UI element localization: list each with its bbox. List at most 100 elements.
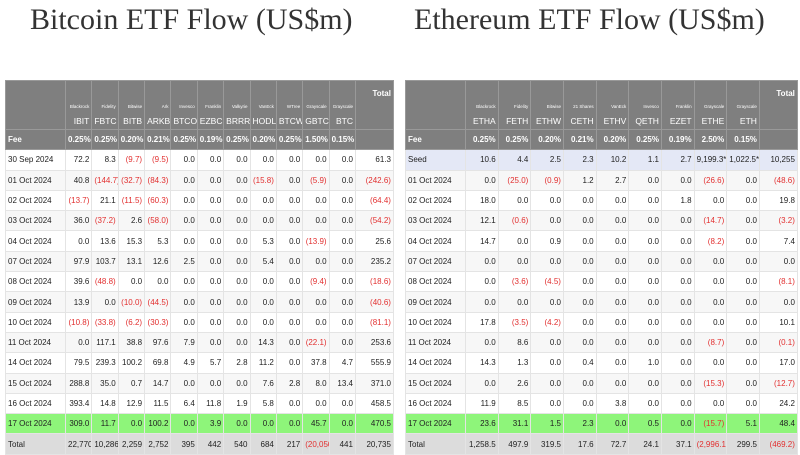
- flow-cell: 0.0: [562, 230, 597, 252]
- flow-cell: 0.0: [223, 250, 251, 273]
- column-header: 21 Shares CETH: [562, 80, 597, 130]
- fee-cell: 0.25%: [170, 128, 198, 151]
- flow-cell: 35.0: [91, 372, 119, 394]
- total-cell: 319.5: [530, 433, 564, 455]
- flow-cell: 0.0: [628, 250, 662, 273]
- flow-cell: 4.9: [170, 352, 198, 374]
- row-label: 30 Sep 2024: [5, 149, 66, 171]
- fee-cell: 0.15%: [328, 128, 356, 151]
- flow-cell: 0.0: [223, 413, 251, 435]
- flow-cell: 11.9: [465, 392, 499, 415]
- flow-cell: 235.2: [354, 250, 394, 273]
- ticker: EZBC: [199, 116, 223, 126]
- flow-cell: 0.0: [170, 372, 198, 394]
- data-row: 07 Oct 2024 0.0 0.0 0.0 0.0 0.0 0.0 0.0 0.0 0.0 0.…: [405, 250, 798, 273]
- row-label: 02 Oct 2024: [5, 189, 66, 212]
- flow-cell: 8.3: [91, 149, 119, 171]
- flow-cell: 100.2: [117, 352, 146, 374]
- total-cell: 72.7: [595, 433, 630, 455]
- flow-cell: 0.0: [196, 372, 225, 394]
- flow-cell: 0.0: [693, 189, 728, 212]
- flow-cell: 0.0: [328, 149, 356, 171]
- flow-cell: (4.2): [530, 311, 564, 333]
- flow-cell: 0.0: [595, 271, 630, 293]
- flow-cell: (48.6): [758, 169, 798, 191]
- flow-cell: 0.0: [249, 210, 277, 232]
- issuer-name: Fidelity: [514, 104, 529, 109]
- row-label: Total: [405, 433, 466, 455]
- flow-cell: 0.0: [328, 189, 356, 212]
- total-cell: (20,050): [302, 433, 330, 455]
- row-label: 10 Oct 2024: [5, 311, 66, 333]
- row-label: 09 Oct 2024: [405, 291, 466, 313]
- table-footer: Total 1,258.5 497.9 319.5 17.6 72.7 24.1 37.1 (2…: [405, 433, 798, 455]
- flow-cell: (84.3): [144, 169, 172, 191]
- flow-cell: (10.8): [64, 311, 93, 333]
- ticker: BRRR: [226, 116, 251, 126]
- flow-cell: 0.0: [693, 311, 728, 333]
- flow-cell: (18.6): [354, 271, 394, 293]
- flow-cell: 11.5: [144, 392, 172, 415]
- issuer-name: VanEck: [258, 104, 274, 109]
- data-row: 30 Sep 2024 72.2 8.3 (9.7) (9.5) 0.0 0.0 0.0 0.0…: [5, 149, 394, 171]
- flow-cell: 0.0: [196, 291, 225, 313]
- flow-cell: 0.0: [275, 291, 304, 313]
- flow-cell: 0.0: [628, 189, 662, 212]
- flow-cell: 0.9: [530, 230, 564, 252]
- column-header: Fidelity FETH: [497, 80, 532, 130]
- flow-cell: 36.0: [64, 210, 93, 232]
- flow-cell: 288.8: [64, 372, 93, 394]
- data-row: 14 Oct 2024 79.5 239.3 100.2 69.8 4.9 5.7 2.8 11…: [5, 352, 394, 374]
- row-label: 07 Oct 2024: [405, 250, 466, 273]
- flow-cell: 0.0: [497, 230, 532, 252]
- flow-cell: 0.0: [196, 331, 225, 354]
- flow-cell: 0.0: [562, 392, 597, 415]
- issuer-name: Grayscale: [332, 104, 353, 109]
- ticker: ETHA: [472, 116, 496, 126]
- flow-cell: 0.0: [328, 291, 356, 313]
- flow-cell: (26.6): [693, 169, 728, 191]
- total-cell: 540: [223, 433, 251, 455]
- flow-cell: 31.1: [497, 413, 532, 435]
- flow-cell: 0.0: [196, 169, 225, 191]
- total-cell: 684: [249, 433, 277, 455]
- flow-cell: 0.0: [758, 291, 798, 313]
- flow-cell: 0.0: [628, 392, 662, 415]
- flow-cell: 0.0: [249, 149, 277, 171]
- flow-cell: 0.0: [595, 291, 630, 313]
- total-cell: (469.2): [758, 433, 798, 455]
- flow-cell: (144.7): [91, 169, 119, 191]
- flow-cell: 4.4: [497, 149, 532, 171]
- data-row: 16 Oct 2024 11.9 8.5 0.0 0.0 3.8 0.0 0.0 0.0 0.0 2…: [405, 392, 798, 415]
- table-header: Blackrock IBIT Fidelity FBTC Bitwise BITB Ark A…: [5, 80, 394, 151]
- flow-cell: 17.0: [758, 352, 798, 374]
- table-header: Blackrock ETHA Fidelity FETH Bitwise ETHW 21 S…: [405, 80, 798, 151]
- flow-cell: (8.1): [758, 271, 798, 293]
- flow-cell: 309.0: [64, 413, 93, 435]
- issuer-name: Bitwise: [127, 104, 143, 109]
- flow-cell: 0.0: [530, 250, 564, 273]
- flow-cell: 0.0: [693, 271, 728, 293]
- flow-cell: 0.0: [660, 372, 695, 394]
- row-label: 15 Oct 2024: [405, 372, 466, 394]
- flow-cell: 0.0: [275, 230, 304, 252]
- ticker: BTCO: [173, 116, 198, 126]
- flow-cell: 15.3: [117, 230, 146, 252]
- flow-cell: 4.7: [328, 352, 356, 374]
- flow-cell: 0.0: [660, 392, 695, 415]
- flow-cell: 3.8: [595, 392, 630, 415]
- flow-cell: 14.7: [465, 230, 499, 252]
- flow-cell: (33.8): [91, 311, 119, 333]
- flow-cell: 0.0: [595, 189, 630, 212]
- flow-cell: 0.0: [465, 372, 499, 394]
- flow-cell: 72.2: [64, 149, 93, 171]
- flow-cell: 0.0: [595, 413, 630, 435]
- fee-cell: 1.50%: [302, 128, 330, 151]
- column-header: Fidelity FBTC: [91, 80, 119, 130]
- flow-cell: 1.0: [628, 352, 662, 374]
- total-cell: 10,286: [91, 433, 119, 455]
- flow-cell: (0.1): [758, 331, 798, 354]
- flow-table: Blackrock IBIT Fidelity FBTC Bitwise BITB Ark A…: [5, 80, 394, 455]
- flow-cell: 2.7: [660, 149, 695, 171]
- flow-cell: 0.0: [726, 250, 760, 273]
